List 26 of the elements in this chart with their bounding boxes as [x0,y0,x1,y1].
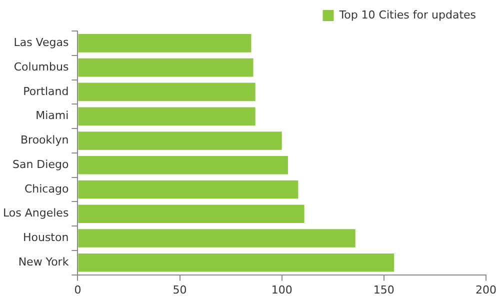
legend-label: Top 10 Cities for updates [338,8,476,22]
bar [78,34,252,52]
x-tick-label: 100 [271,283,292,296]
bar [78,180,298,199]
x-tick-label: 150 [373,283,394,296]
bar [78,229,356,248]
x-tick-label: 0 [74,283,82,296]
y-tick-label: Columbus [14,60,69,74]
bar [78,58,254,77]
y-tick-label: San Diego [12,158,69,171]
x-tick-label: 50 [172,283,187,296]
bar [78,253,394,272]
y-tick-label: Las Vegas [14,36,69,50]
x-tick-label: 200 [476,283,496,296]
y-tick-label: Miami [36,109,69,122]
y-tick-label: Brooklyn [20,134,69,147]
y-tick-label: Chicago [24,182,69,196]
bar [78,156,288,174]
y-tick-label: Los Angeles [2,206,69,220]
bar [78,204,304,223]
bar [78,107,256,126]
y-tick-label: Portland [23,84,69,98]
y-tick-label: Houston [22,231,69,244]
y-tick-label: New York [18,255,70,268]
bar [78,82,256,102]
bar [78,132,282,150]
